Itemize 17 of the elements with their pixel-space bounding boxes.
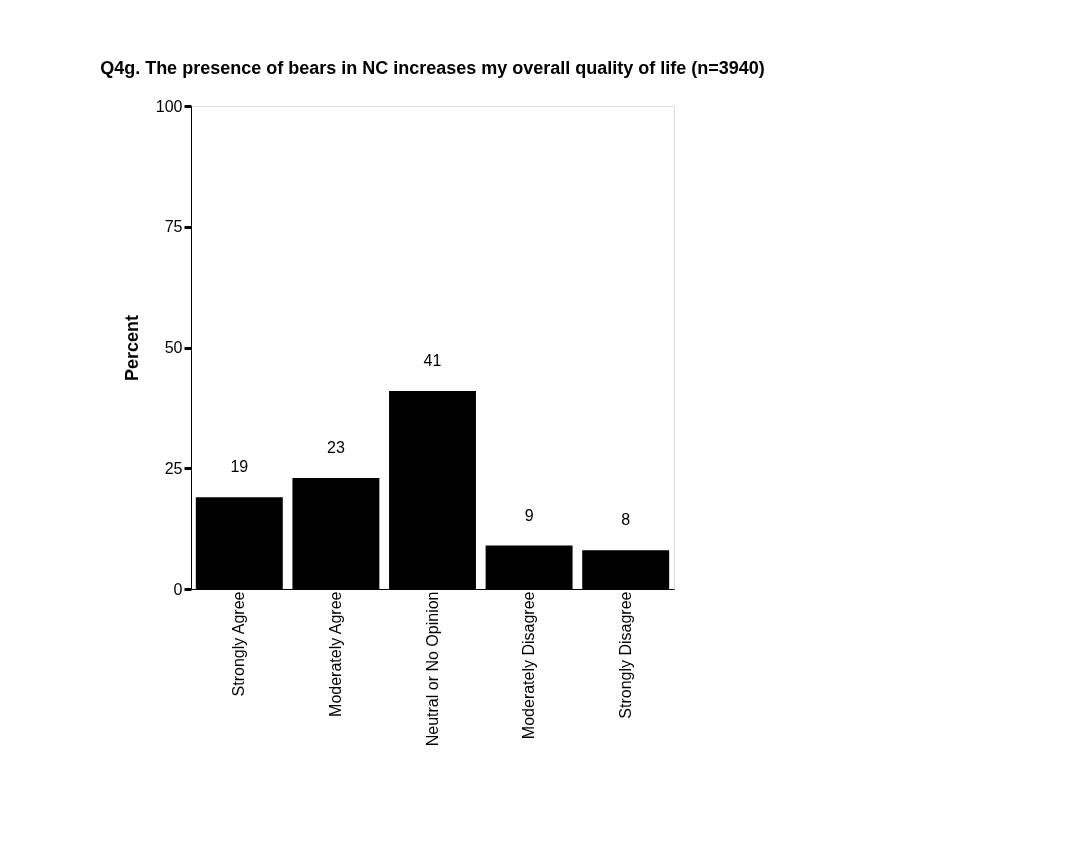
y-tick-label: 75 <box>164 218 183 236</box>
x-tick-label: Strongly Disagree <box>616 591 634 719</box>
data-label: 23 <box>327 438 345 456</box>
y-tick-label: 100 <box>155 97 183 115</box>
data-label: 19 <box>230 458 249 476</box>
data-label: 41 <box>423 351 442 369</box>
x-tick-label: Strongly Agree <box>230 591 248 697</box>
y-tick-label: 25 <box>164 459 183 477</box>
chart-title: Q4g. The presence of bears in NC increases my overall quality of life (n=3940) <box>100 58 765 78</box>
x-tick-label: Neutral or No Opinion <box>423 591 441 747</box>
y-tick-label: 50 <box>164 339 183 356</box>
y-tick-label: 0 <box>173 580 183 598</box>
data-label: 8 <box>621 511 631 529</box>
x-tick-label: Moderately Disagree <box>520 591 538 740</box>
x-tick-label: Moderately Agree <box>326 591 344 717</box>
data-label: 9 <box>524 506 534 524</box>
y-axis-title: Percent <box>121 314 142 382</box>
